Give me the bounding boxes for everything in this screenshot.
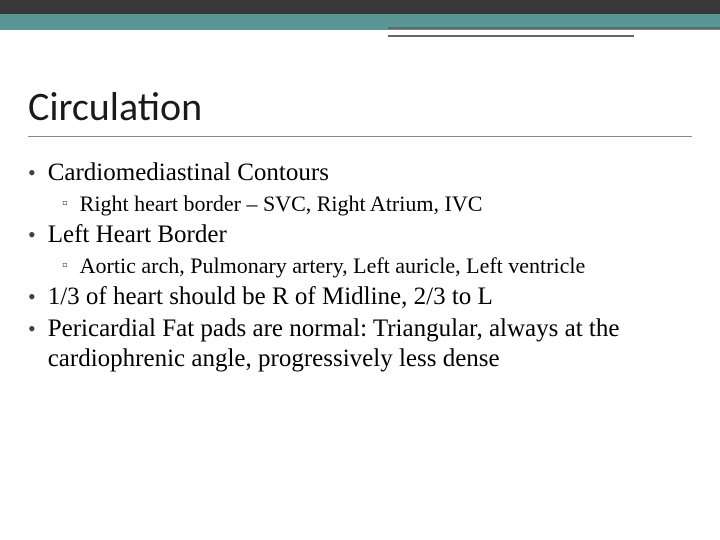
sub-bullet-text: Aortic arch, Pulmonary artery, Left auri… xyxy=(80,252,586,280)
bullet-item: • Pericardial Fat pads are normal: Trian… xyxy=(28,314,692,374)
bullet-text: 1/3 of heart should be R of Midline, 2/3… xyxy=(48,282,493,312)
sub-bullet-text: Right heart border – SVC, Right Atrium, … xyxy=(80,190,483,218)
slide-body: • Cardiomediastinal Contours ▫ Right hea… xyxy=(28,158,692,376)
bullet-icon: • xyxy=(28,314,36,344)
sub-bullet-item: ▫ Right heart border – SVC, Right Atrium… xyxy=(62,190,692,218)
bullet-text: Pericardial Fat pads are normal: Triangu… xyxy=(48,314,692,374)
sub-bullet-icon: ▫ xyxy=(62,190,68,218)
bullet-item: • Cardiomediastinal Contours xyxy=(28,158,692,188)
title-underline xyxy=(28,136,692,137)
bullet-icon: • xyxy=(28,158,36,188)
decorative-line-2 xyxy=(388,35,634,37)
slide-title: Circulation xyxy=(28,82,202,131)
slide: Circulation • Cardiomediastinal Contours… xyxy=(0,0,720,540)
sub-bullet-icon: ▫ xyxy=(62,252,68,280)
bullet-item: • 1/3 of heart should be R of Midline, 2… xyxy=(28,282,692,312)
bullet-text: Cardiomediastinal Contours xyxy=(48,158,329,188)
bullet-icon: • xyxy=(28,220,36,250)
decorative-line-1 xyxy=(388,27,720,29)
sub-bullet-item: ▫ Aortic arch, Pulmonary artery, Left au… xyxy=(62,252,692,280)
bullet-icon: • xyxy=(28,282,36,312)
bullet-text: Left Heart Border xyxy=(48,220,227,250)
bullet-item: • Left Heart Border xyxy=(28,220,692,250)
top-dark-bar xyxy=(0,0,720,14)
